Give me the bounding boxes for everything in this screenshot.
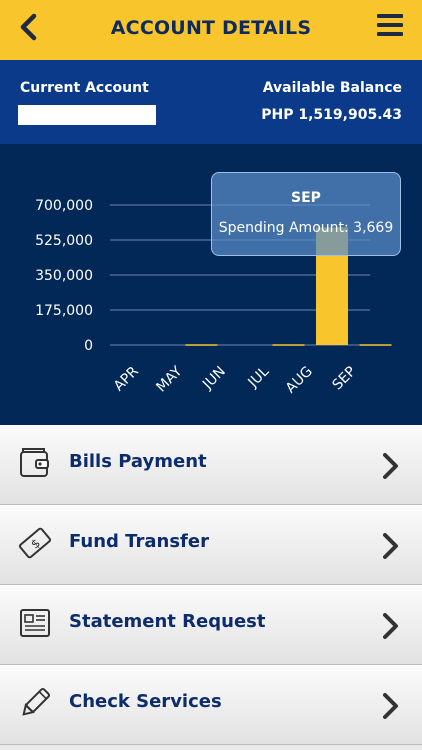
bar-chart: 700,000 525,000 350,000 175,000 0 APR MAY JUN JU… [35,198,392,397]
menu-item-fund-transfer[interactable]: $ Fund Transfer [0,505,422,585]
bar-may[interactable] [185,344,218,346]
x-tick-label: MAY [153,363,185,395]
x-tick-label: AUG [283,364,316,397]
menu-item-check-services[interactable]: Check Services [0,665,422,745]
app-header: ACCOUNT DETAILS [0,0,422,60]
x-tick-label: SEP [329,364,359,394]
y-tick-label: 525,000 [35,233,93,249]
tooltip-month: SEP [291,190,321,206]
newspaper-icon [20,609,50,637]
chevron-right-icon [383,613,398,639]
chevron-right-icon [383,533,398,559]
y-tick-label: 350,000 [35,268,93,284]
account-summary: Current Account Available Balance PHP 1,… [0,60,422,144]
menu-item-label: Bills Payment [69,451,207,472]
menu-item-label: Check Services [69,691,222,712]
chevron-right-icon [383,453,398,479]
account-type-label: Current Account [20,80,149,96]
page-title: ACCOUNT DETAILS [110,17,312,39]
hamburger-menu-icon[interactable] [377,14,404,40]
menu-item-label: Fund Transfer [69,531,209,552]
chevron-left-icon[interactable] [14,12,44,42]
y-tick-label: 175,000 [35,303,93,319]
y-tick-label: 700,000 [35,198,93,214]
pen-icon [22,687,51,716]
x-tick-label: JUN [199,364,229,394]
available-balance-value: PHP 1,519,905.43 [261,107,402,123]
x-tick-label: JUL [245,363,273,391]
spending-chart: 700,000 525,000 350,000 175,000 0 APR MAY JUN JU… [0,144,422,425]
tooltip-amount: Spending Amount: 3,669 [218,220,394,236]
y-tick-label: 0 [84,338,93,354]
menu-item-statement-request[interactable]: Statement Request [0,585,422,665]
service-menu: Bills Payment $ Fund Transfer Statement … [0,425,422,745]
menu-item-label: Statement Request [69,611,266,632]
bar-sep[interactable] [359,344,392,346]
money-bill-icon: $ [18,527,52,559]
account-number-masked [18,105,156,125]
available-balance-label: Available Balance [262,80,402,96]
chevron-right-icon [383,693,398,719]
x-tick-label: APR [111,363,142,394]
menu-item-bills-payment[interactable]: Bills Payment [0,425,422,505]
wallet-icon [20,448,49,477]
chart-tooltip: SEP Spending Amount: 3,669 [211,172,401,256]
bar-jul[interactable] [272,344,305,346]
